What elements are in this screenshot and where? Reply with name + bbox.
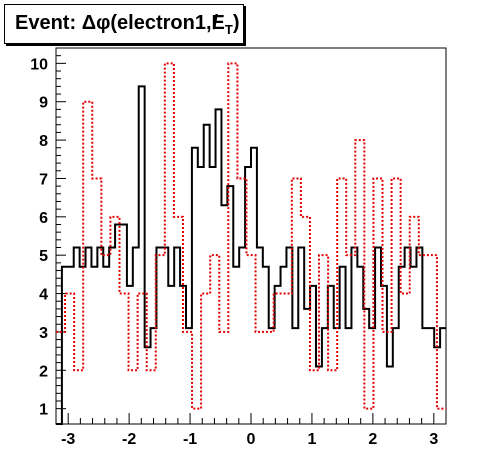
x-tick-label: 2 bbox=[368, 431, 377, 448]
x-tick-label: 1 bbox=[307, 431, 316, 448]
y-tick-label: 10 bbox=[30, 56, 48, 73]
y-tick-label: 3 bbox=[39, 325, 48, 342]
x-tick-label: -3 bbox=[61, 431, 75, 448]
y-tick-label: 1 bbox=[39, 402, 48, 419]
y-tick-label: 2 bbox=[39, 363, 48, 380]
y-tick-label: 6 bbox=[39, 210, 48, 227]
title-phi: φ bbox=[96, 11, 111, 34]
y-tick-label: 8 bbox=[39, 133, 48, 150]
y-axis: 1 2 3 4 5 6 7 8 9 10 bbox=[30, 47, 66, 419]
title-prefix: Event: bbox=[15, 11, 82, 34]
title-met-slash: / bbox=[212, 11, 219, 34]
x-tick-label: -2 bbox=[122, 431, 136, 448]
x-tick-label: 3 bbox=[429, 431, 438, 448]
title-met: E / bbox=[212, 12, 225, 34]
y-tick-label: 9 bbox=[39, 95, 48, 112]
chart-title-box: Event: Δφ(electron1,E / T) bbox=[4, 4, 244, 44]
chart-title: Event: Δφ(electron1,E / T) bbox=[15, 12, 240, 37]
x-axis: -3 -2 -1 0 1 2 3 bbox=[55, 413, 447, 448]
y-tick-label: 5 bbox=[39, 248, 48, 265]
y-tick-label: 7 bbox=[39, 171, 48, 188]
histogram-series-solid bbox=[56, 85, 446, 425]
title-delta: Δ bbox=[81, 11, 97, 34]
x-tick-label: -1 bbox=[183, 431, 197, 448]
title-open-paren: ( bbox=[110, 11, 118, 34]
histogram-series-dotted bbox=[56, 62, 446, 410]
x-tick-label: 0 bbox=[247, 431, 256, 448]
title-arg1: electron1, bbox=[117, 11, 212, 34]
series-layer bbox=[56, 62, 446, 425]
title-close-paren: ) bbox=[232, 11, 240, 34]
title-met-letter: E bbox=[211, 11, 225, 34]
title-met-sub: T bbox=[224, 21, 233, 37]
y-tick-label: 4 bbox=[39, 287, 48, 304]
